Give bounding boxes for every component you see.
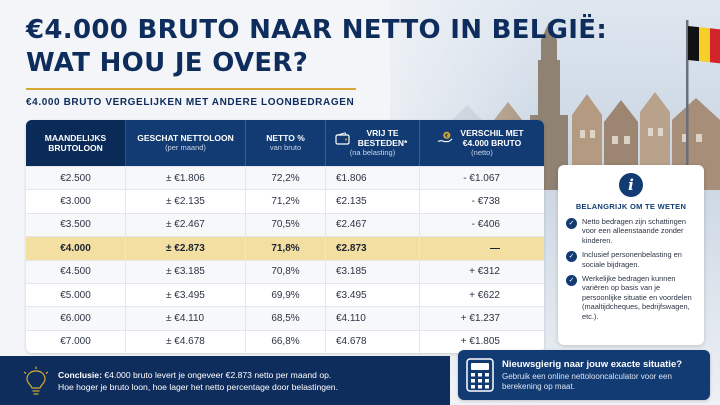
cell-pct: 71,8% [246, 237, 326, 260]
header-pct-sub: van bruto [269, 143, 302, 152]
cell-bruto: €3.000 [26, 190, 126, 213]
table-body: €2.500 ± €1.806 72,2% €1.806- €1.067 €3.000 ±… [26, 166, 544, 354]
table-header: MAANDELIJKS BRUTOLOON GESCHAT NETTOLOON … [26, 120, 544, 166]
header-pct-title: NETTO % [266, 133, 305, 143]
cell-vrij: €1.806 [326, 167, 420, 190]
cell-vrij: €3.495 [326, 283, 420, 307]
cell-bruto: €7.000 [26, 330, 126, 354]
table-row: €4.500 ± €3.185 70,8% €3.185 + €312 [26, 259, 544, 283]
wallet-icon [335, 130, 351, 146]
table-row: €5.000 ± €3.495 69,9% €3.495 + €622 [26, 282, 544, 307]
conclusion-line-1: €4.000 bruto levert je ongeveer €2.873 n… [101, 369, 332, 380]
cell-netto: ± €3.185 [126, 260, 246, 283]
cell-verschil: + €622 [469, 289, 500, 301]
calculator-cta[interactable]: Nieuwsgierig naar jouw exacte situatie? … [458, 350, 710, 400]
info-item-text: Inclusief personenbelasting en sociale b… [582, 250, 682, 269]
cell-bruto: €2.500 [26, 167, 126, 190]
cell-pct: 70,8% [246, 260, 326, 283]
cell-verschil: - €406 [471, 219, 500, 231]
title-divider [26, 88, 356, 90]
title-line-1: €4.000 BRUTO NAAR NETTO IN BELGIË: [26, 15, 608, 45]
cell-pct: 71,2% [246, 190, 326, 213]
header-verschil: € VERSCHIL MET €4.000 BRUTO (netto) [420, 120, 544, 166]
cell-vrij: €2.873 [326, 237, 420, 260]
table-row: €3.000 ± €2.135 71,2% €2.135 - €738 [26, 189, 544, 213]
conclusion-bar: Conclusie: €4.000 bruto levert je ongeve… [0, 356, 450, 405]
info-item: ✓ Netto bedragen zijn schattingen voor e… [566, 217, 696, 245]
cta-title: Nieuwsgierig naar jouw exacte situatie? [502, 358, 683, 370]
cell-vrij: €4.678 [326, 330, 420, 354]
cell-netto: ± €3.495 [126, 283, 246, 307]
cell-netto: ± €2.135 [126, 190, 246, 213]
cell-vrij: €2.467 [326, 213, 420, 237]
cell-bruto: €4.000 [26, 237, 126, 260]
cell-verschil: - €1.067 [463, 172, 500, 184]
cell-pct: 69,9% [246, 283, 326, 307]
info-icon: i [619, 173, 643, 197]
cell-netto: ± €2.467 [126, 213, 246, 237]
salary-comparison-table: MAANDELIJKS BRUTOLOON GESCHAT NETTOLOON … [26, 120, 544, 354]
cell-verschil: - €738 [471, 196, 500, 208]
cell-bruto: €6.000 [26, 307, 126, 330]
header-verschil-title: VERSCHIL MET €4.000 BRUTO [460, 128, 524, 148]
header-bruto: MAANDELIJKS BRUTOLOON [26, 120, 126, 166]
header-vrij-title: VRIJ TE BESTEDEN* [357, 128, 408, 148]
table-row: €2.500 ± €1.806 72,2% €1.806 - €1.067 [26, 166, 544, 190]
cell-pct: 72,2% [246, 167, 326, 190]
cell-verschil: — [490, 242, 500, 254]
check-icon: ✓ [566, 251, 577, 263]
cta-text-block: Nieuwsgierig naar jouw exacte situatie? … [502, 359, 702, 392]
cell-pct: 68,5% [246, 307, 326, 330]
section-subtitle: €4.000 BRUTO VERGELIJKEN MET ANDERE LOON… [26, 97, 355, 108]
header-netto: GESCHAT NETTOLOON (per maand) [126, 120, 246, 166]
check-icon: ✓ [566, 218, 577, 229]
cell-bruto: €3.500 [26, 213, 126, 237]
info-item-text: Netto bedragen zijn schattingen voor een… [582, 217, 686, 245]
table-row: €7.000 ± €4.678 66,8% €4.678 + €1.805 [26, 329, 544, 354]
svg-text:€: € [444, 133, 449, 139]
cell-verschil: + €312 [469, 266, 500, 278]
header-vrij: VRIJ TE BESTEDEN* (na belasting) [326, 120, 420, 166]
table-row-highlighted: €4.000 ± €2.873 71,8% €2.873 — [26, 236, 544, 260]
cell-netto: ± €4.678 [126, 330, 246, 354]
cell-verschil: + €1.237 [460, 313, 500, 325]
conclusion-line-2: Hoe hoger je bruto loon, hoe lager het n… [58, 381, 338, 392]
cell-netto: ± €4.110 [126, 307, 246, 330]
calculator-icon [466, 358, 494, 392]
header-netto-sub: (per maand) [165, 143, 206, 152]
cell-pct: 66,8% [246, 330, 326, 354]
cell-bruto: €5.000 [26, 283, 126, 307]
title-line-2: WAT HOU JE OVER? [26, 48, 309, 78]
info-item: ✓ Inclusief personenbelasting en sociale… [566, 250, 696, 269]
conclusion-label: Conclusie: [58, 369, 102, 380]
page-title: €4.000 BRUTO NAAR NETTO IN BELGIË: WAT H… [26, 14, 608, 80]
lightbulb-icon [23, 366, 49, 395]
info-item: ✓ Werkelijke bedragen kunnen variëren op… [566, 274, 696, 321]
info-title: BELANGRIJK OM TE WETEN [575, 202, 687, 211]
cell-bruto: €4.500 [26, 260, 126, 283]
cta-text: Gebruik een online nettolooncalculator v… [502, 371, 672, 391]
cell-pct: 70,5% [246, 213, 326, 237]
table-row: €6.000 ± €4.110 68,5% €4.110 + €1.237 [26, 306, 544, 330]
header-vrij-sub: (na belasting) [349, 148, 396, 157]
check-icon: ✓ [566, 275, 577, 287]
cell-netto: ± €2.873 [126, 237, 246, 260]
cell-vrij: €2.135 [326, 190, 420, 213]
header-netto-title: GESCHAT NETTOLOON [137, 133, 234, 143]
cell-verschil: + €1.805 [460, 336, 500, 348]
header-bruto-title: MAANDELIJKS BRUTOLOON [44, 133, 107, 153]
header-pct: NETTO % van bruto [246, 120, 326, 166]
cell-vrij: €3.185 [326, 260, 420, 283]
hand-coin-icon: € [437, 130, 453, 146]
conclusion-text: Conclusie: €4.000 bruto levert je ongeve… [58, 369, 338, 393]
cell-netto: ± €1.806 [126, 167, 246, 190]
info-item-text: Werkelijke bedragen kunnen variëren op b… [582, 274, 692, 321]
info-card: i BELANGRIJK OM TE WETEN ✓ Netto bedrage… [558, 165, 704, 345]
header-verschil-sub: (netto) [471, 148, 493, 157]
table-row: €3.500 ± €2.467 70,5% €2.467 - €406 [26, 212, 544, 237]
cell-vrij: €4.110 [326, 307, 420, 330]
